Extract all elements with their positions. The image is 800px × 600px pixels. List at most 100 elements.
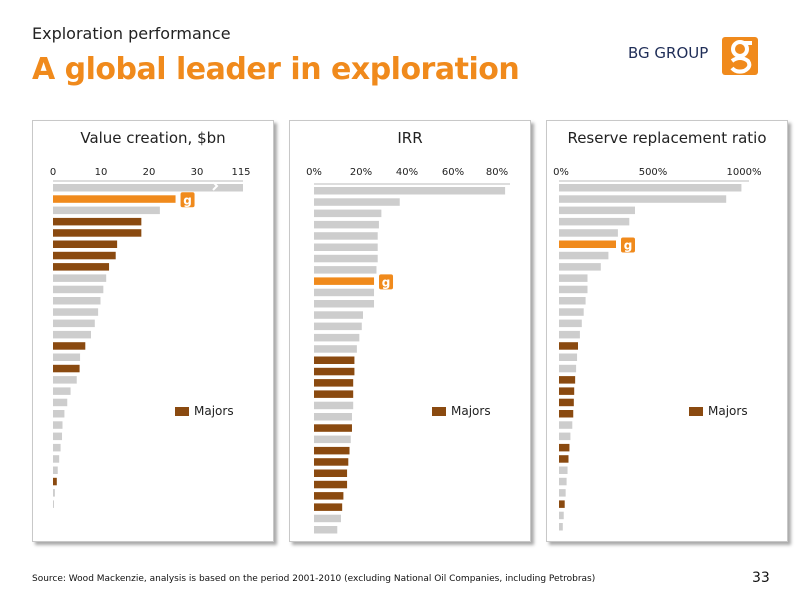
legend: Majors bbox=[689, 404, 748, 418]
bar bbox=[559, 443, 570, 452]
bar bbox=[314, 266, 377, 274]
bar bbox=[53, 489, 55, 497]
bar bbox=[53, 376, 77, 384]
bar bbox=[559, 229, 618, 237]
bar bbox=[559, 432, 571, 441]
bar bbox=[559, 387, 575, 395]
bg-logo-glyph-icon: g bbox=[183, 193, 192, 207]
bar bbox=[314, 401, 354, 410]
page-subtitle: Exploration performance bbox=[32, 24, 231, 43]
reserve-replacement-chart: 0% 500% 1000% g bbox=[553, 167, 762, 531]
irr-panel: IRR 0% 20% 40% 60% 80% g Majors bbox=[289, 120, 531, 542]
bar bbox=[559, 251, 609, 260]
chart-title: Value creation, $bn bbox=[80, 129, 226, 147]
bar bbox=[53, 229, 142, 237]
bar bbox=[314, 469, 348, 477]
bar bbox=[559, 342, 578, 350]
source-note: Source: Wood Mackenzie, analysis is base… bbox=[32, 574, 596, 584]
bar bbox=[314, 288, 375, 297]
bar bbox=[559, 206, 635, 215]
bar bbox=[559, 489, 566, 497]
bar bbox=[53, 342, 86, 350]
bar bbox=[53, 251, 116, 260]
tick-label: 10 bbox=[95, 167, 108, 178]
legend-swatch bbox=[432, 407, 446, 416]
bar bbox=[314, 424, 352, 432]
bar bbox=[53, 308, 99, 316]
bar bbox=[53, 466, 58, 474]
bar bbox=[559, 500, 565, 508]
bar bbox=[314, 220, 379, 229]
bar bbox=[53, 330, 91, 339]
bg-logo-glyph-icon: g bbox=[624, 239, 633, 253]
bar bbox=[314, 492, 344, 500]
legend-label: Majors bbox=[194, 404, 234, 418]
brand-name: BG GROUP bbox=[628, 44, 709, 62]
bar bbox=[559, 477, 567, 486]
bar bbox=[314, 367, 355, 376]
bar bbox=[314, 243, 378, 251]
bar bbox=[53, 195, 176, 203]
legend-label: Majors bbox=[451, 404, 491, 418]
bar bbox=[314, 333, 360, 342]
irr-chart: 0% 20% 40% 60% 80% g bbox=[306, 167, 510, 534]
tick-label: 20 bbox=[143, 167, 156, 178]
axis-break-mark bbox=[212, 181, 219, 191]
legend-swatch bbox=[175, 407, 189, 416]
legend-swatch bbox=[689, 407, 703, 416]
tick-label: 30 bbox=[191, 167, 204, 178]
tick-label: 60% bbox=[442, 167, 464, 178]
bar bbox=[314, 390, 354, 398]
bar bbox=[559, 297, 586, 305]
bar bbox=[53, 319, 95, 328]
bar bbox=[53, 455, 60, 463]
bar bbox=[314, 311, 363, 319]
bg-logo-icon bbox=[621, 237, 635, 253]
tick-label: 0% bbox=[306, 167, 322, 178]
bar bbox=[314, 413, 352, 421]
bar bbox=[53, 500, 54, 508]
bar bbox=[53, 263, 110, 271]
bar bbox=[314, 356, 355, 364]
bar bbox=[559, 376, 576, 384]
bar bbox=[559, 319, 582, 328]
legend: Majors bbox=[175, 404, 234, 418]
bar bbox=[53, 184, 243, 192]
bar bbox=[559, 364, 577, 373]
bar bbox=[53, 285, 104, 294]
bar bbox=[314, 322, 362, 331]
bar bbox=[559, 353, 578, 361]
bar bbox=[559, 184, 742, 192]
value-creation-panel: Value creation, $bn 0 10 20 30 115 g Majors bbox=[32, 120, 274, 542]
bar bbox=[559, 330, 580, 339]
bar bbox=[559, 308, 584, 316]
bar bbox=[314, 503, 343, 511]
tick-label: 0 bbox=[50, 167, 56, 178]
bar bbox=[559, 466, 568, 474]
bar bbox=[53, 443, 61, 452]
bar bbox=[314, 254, 378, 263]
tick-label: 1000% bbox=[727, 167, 762, 178]
bar bbox=[314, 435, 351, 444]
tick-label: 500% bbox=[639, 167, 668, 178]
bar bbox=[53, 353, 81, 361]
bar bbox=[559, 217, 630, 226]
tick-label: 115 bbox=[231, 167, 250, 178]
value-creation-chart: 0 10 20 30 115 g bbox=[50, 167, 251, 508]
bg-logo-glyph-icon: g bbox=[382, 275, 391, 289]
tick-label: 40% bbox=[396, 167, 418, 178]
bar bbox=[53, 240, 118, 248]
bar bbox=[53, 398, 68, 407]
bar bbox=[314, 198, 400, 206]
bar bbox=[314, 379, 354, 387]
page-number: 33 bbox=[752, 570, 770, 586]
bar bbox=[314, 277, 375, 285]
tick-label: 80% bbox=[486, 167, 508, 178]
bar bbox=[559, 240, 616, 248]
bg-logo-icon bbox=[379, 274, 394, 290]
bar bbox=[559, 274, 588, 282]
bar bbox=[53, 297, 101, 305]
bar bbox=[559, 421, 573, 429]
bar bbox=[559, 410, 574, 418]
bar bbox=[314, 300, 375, 308]
